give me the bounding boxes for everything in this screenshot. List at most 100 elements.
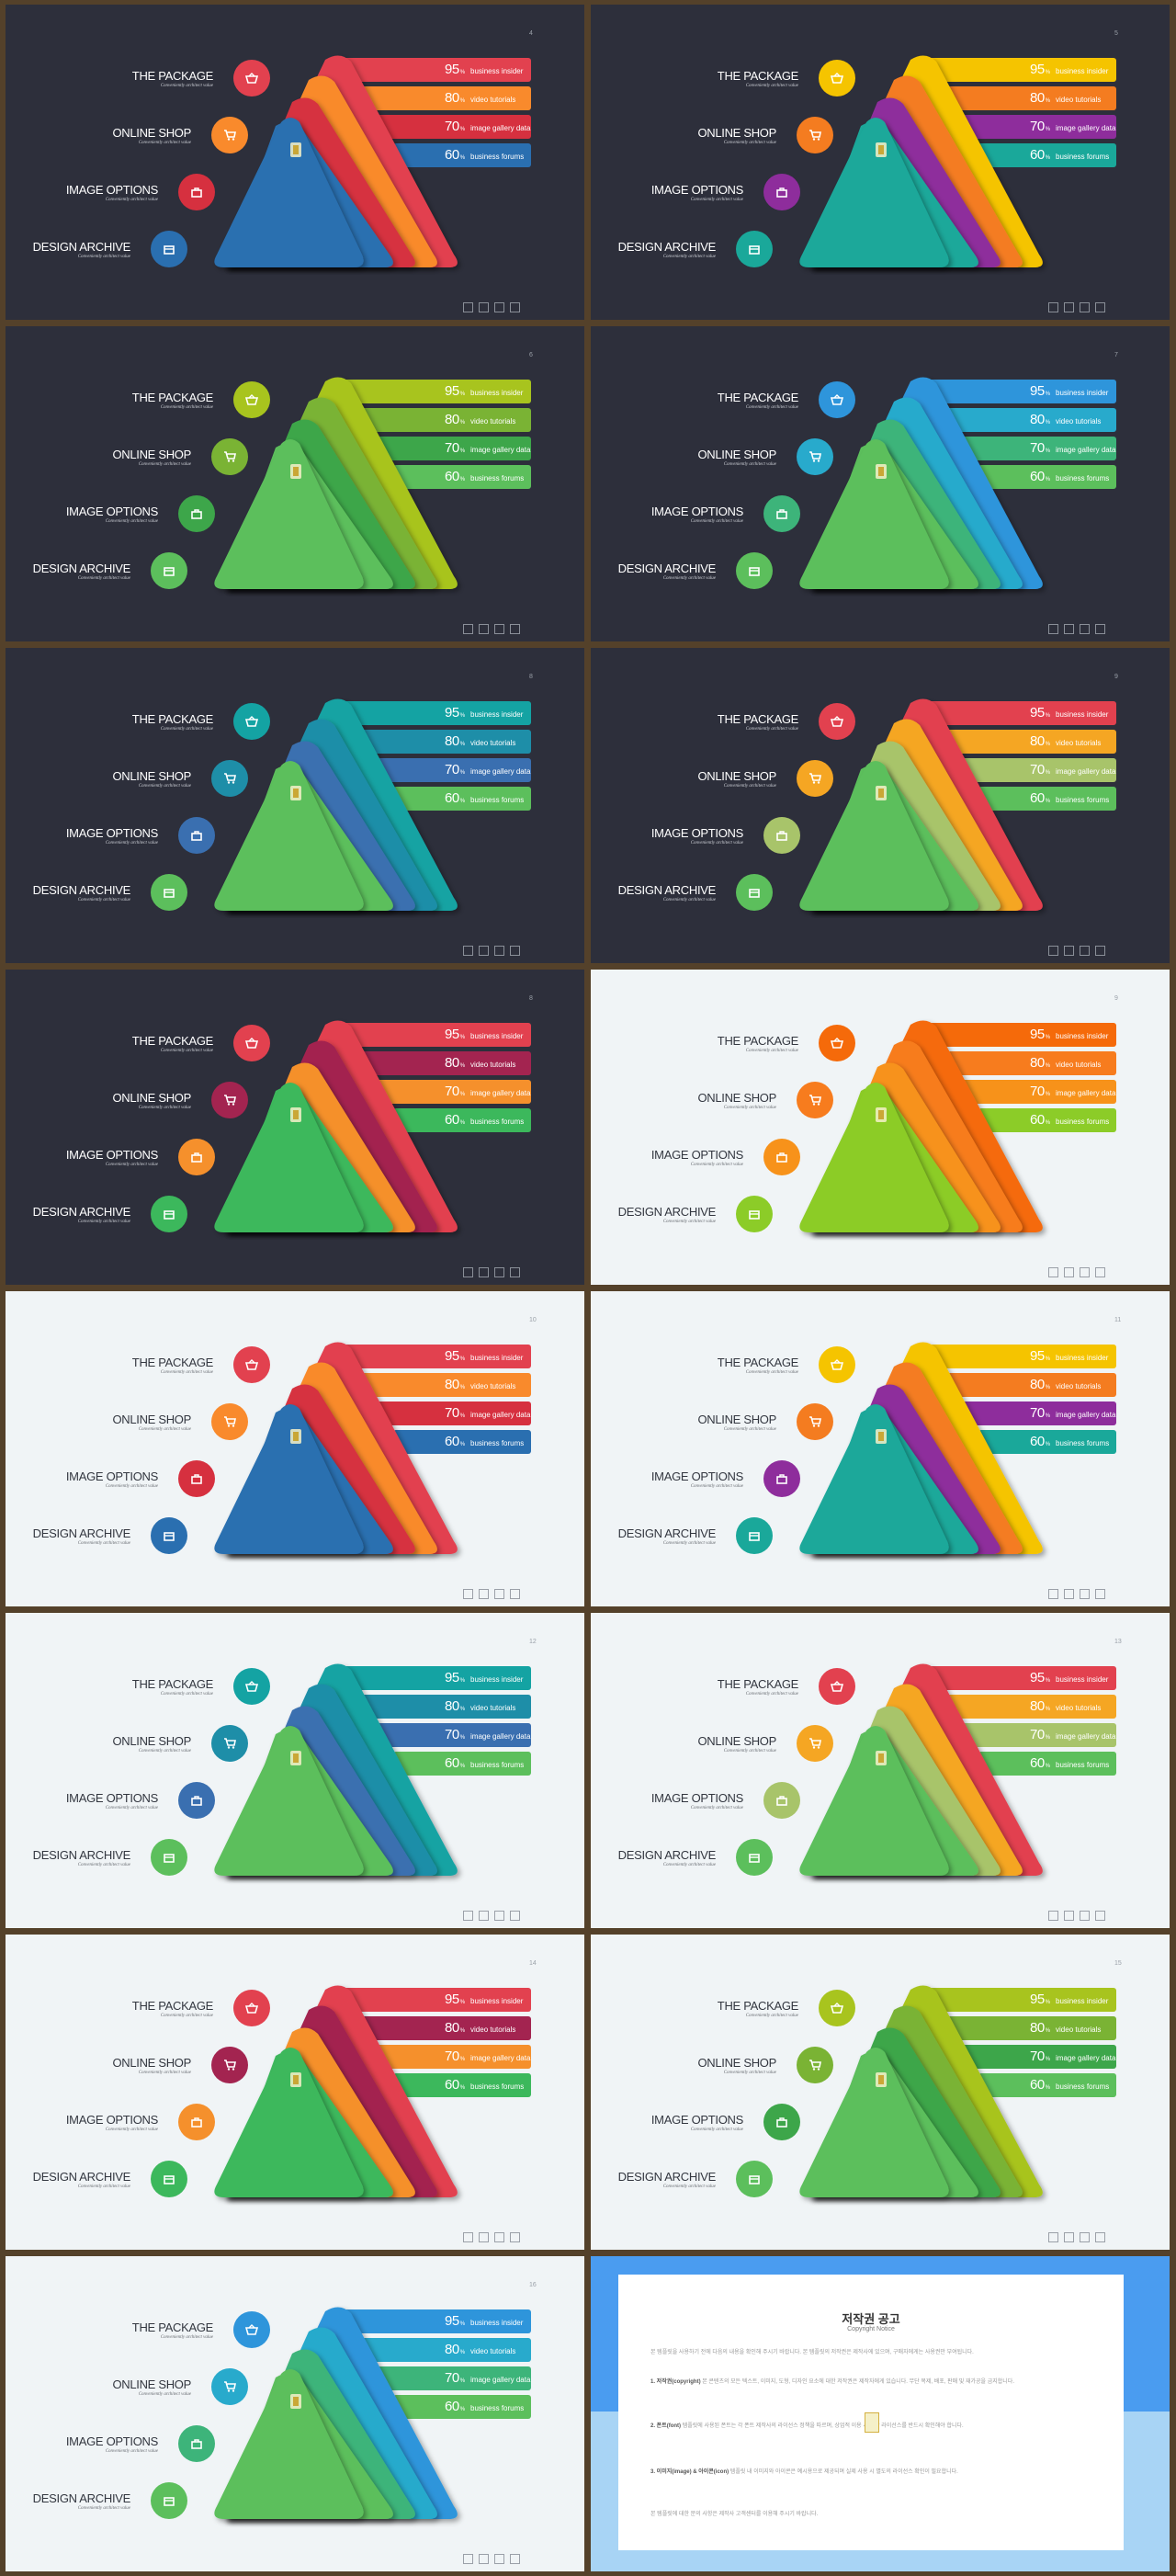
bar-3 bbox=[373, 115, 531, 139]
twitter-icon[interactable] bbox=[479, 1911, 489, 1921]
bar-unit: % bbox=[459, 2000, 466, 2005]
twitter-icon[interactable] bbox=[479, 2554, 489, 2564]
instagram-icon[interactable] bbox=[510, 946, 520, 956]
twitter-icon[interactable] bbox=[1064, 946, 1074, 956]
facebook-icon[interactable] bbox=[463, 2554, 473, 2564]
twitter-icon[interactable] bbox=[479, 1589, 489, 1599]
facebook-icon[interactable] bbox=[1048, 1267, 1058, 1277]
linkedin-icon[interactable] bbox=[494, 624, 504, 634]
label-title: ONLINE SHOP bbox=[112, 2377, 191, 2391]
twitter-icon[interactable] bbox=[479, 302, 489, 312]
instagram-icon[interactable] bbox=[1095, 946, 1105, 956]
bar-unit: % bbox=[1045, 2085, 1051, 2091]
facebook-icon[interactable] bbox=[1048, 1589, 1058, 1599]
linkedin-icon[interactable] bbox=[1080, 1911, 1090, 1921]
bar-text-2: 80% video tutorials bbox=[1030, 1055, 1101, 1072]
cart-icon bbox=[797, 2047, 833, 2083]
linkedin-icon[interactable] bbox=[494, 2232, 504, 2242]
facebook-icon[interactable] bbox=[1048, 2232, 1058, 2242]
instagram-icon[interactable] bbox=[510, 2554, 520, 2564]
facebook-icon[interactable] bbox=[463, 1267, 473, 1277]
social-links bbox=[1048, 946, 1105, 956]
instagram-icon[interactable] bbox=[510, 1589, 520, 1599]
instagram-icon[interactable] bbox=[1095, 1911, 1105, 1921]
twitter-icon[interactable] bbox=[1064, 1267, 1074, 1277]
social-links bbox=[1048, 2232, 1105, 2242]
facebook-icon[interactable] bbox=[1048, 1911, 1058, 1921]
facebook-icon[interactable] bbox=[463, 1589, 473, 1599]
linkedin-icon[interactable] bbox=[1080, 2232, 1090, 2242]
bar-percent: 60 bbox=[1030, 1755, 1045, 1771]
linkedin-icon[interactable] bbox=[494, 2554, 504, 2564]
instagram-icon[interactable] bbox=[510, 2232, 520, 2242]
bar-unit: % bbox=[1045, 799, 1051, 804]
instagram-icon[interactable] bbox=[1095, 302, 1105, 312]
label-title: DESIGN ARCHIVE bbox=[32, 1848, 131, 1862]
social-links bbox=[463, 946, 520, 956]
instagram-icon[interactable] bbox=[1095, 2232, 1105, 2242]
facebook-icon[interactable] bbox=[463, 946, 473, 956]
label-the-package: THE PACKAGE Conveniently architect value bbox=[11, 1356, 214, 1376]
bar-text-3: 70% image gallery data bbox=[1030, 1727, 1115, 1743]
slide-2: 5 THE PACKAGE Conveniently architect value… bbox=[591, 5, 1170, 320]
facebook-icon[interactable] bbox=[1048, 946, 1058, 956]
label-title: IMAGE OPTIONS bbox=[65, 1470, 158, 1483]
facebook-icon[interactable] bbox=[463, 302, 473, 312]
linkedin-icon[interactable] bbox=[1080, 1589, 1090, 1599]
basket-icon bbox=[819, 1025, 855, 1061]
label-subtitle: Conveniently architect value bbox=[745, 727, 798, 732]
bar-2 bbox=[940, 1051, 1116, 1075]
label-subtitle: Conveniently architect value bbox=[160, 405, 213, 410]
linkedin-icon[interactable] bbox=[1080, 302, 1090, 312]
twitter-icon[interactable] bbox=[1064, 2232, 1074, 2242]
instagram-icon[interactable] bbox=[1095, 1589, 1105, 1599]
linkedin-icon[interactable] bbox=[494, 1267, 504, 1277]
twitter-icon[interactable] bbox=[479, 624, 489, 634]
social-links bbox=[1048, 1267, 1105, 1277]
base-triangle bbox=[799, 1083, 949, 1232]
instagram-icon[interactable] bbox=[1095, 624, 1105, 634]
label-subtitle: Conveniently architect value bbox=[745, 1049, 798, 1053]
label-online-shop: ONLINE SHOP Conveniently architect value bbox=[6, 2378, 191, 2398]
facebook-icon[interactable] bbox=[463, 2232, 473, 2242]
facebook-icon[interactable] bbox=[1048, 624, 1058, 634]
bar-unit: % bbox=[1045, 1356, 1051, 1362]
twitter-icon[interactable] bbox=[479, 1267, 489, 1277]
bar-4 bbox=[978, 1430, 1116, 1454]
twitter-icon[interactable] bbox=[1064, 624, 1074, 634]
twitter-icon[interactable] bbox=[1064, 1911, 1074, 1921]
label-title: ONLINE SHOP bbox=[112, 1413, 191, 1426]
twitter-icon[interactable] bbox=[1064, 1589, 1074, 1599]
linkedin-icon[interactable] bbox=[494, 302, 504, 312]
facebook-icon[interactable] bbox=[463, 1911, 473, 1921]
facebook-icon[interactable] bbox=[463, 624, 473, 634]
bar-label: video tutorials bbox=[470, 2347, 516, 2355]
linkedin-icon[interactable] bbox=[1080, 1267, 1090, 1277]
bar-unit: % bbox=[459, 155, 466, 161]
twitter-icon[interactable] bbox=[479, 2232, 489, 2242]
instagram-icon[interactable] bbox=[510, 624, 520, 634]
label-image-options: IMAGE OPTIONS Conveniently architect valu… bbox=[6, 827, 158, 846]
instagram-icon[interactable] bbox=[510, 1911, 520, 1921]
bar-2 bbox=[940, 408, 1116, 432]
instagram-icon[interactable] bbox=[510, 302, 520, 312]
bar-text-2: 80% video tutorials bbox=[1030, 1698, 1101, 1715]
base-triangle bbox=[214, 1083, 364, 1232]
linkedin-icon[interactable] bbox=[1080, 624, 1090, 634]
bar-unit: % bbox=[1045, 2057, 1051, 2062]
twitter-icon[interactable] bbox=[479, 946, 489, 956]
bar-3 bbox=[958, 115, 1116, 139]
linkedin-icon[interactable] bbox=[494, 946, 504, 956]
linkedin-icon[interactable] bbox=[494, 1589, 504, 1599]
facebook-icon[interactable] bbox=[1048, 302, 1058, 312]
label-title: IMAGE OPTIONS bbox=[650, 1470, 743, 1483]
bar-4 bbox=[978, 143, 1116, 167]
label-title: ONLINE SHOP bbox=[112, 1734, 191, 1748]
twitter-icon[interactable] bbox=[1064, 302, 1074, 312]
linkedin-icon[interactable] bbox=[494, 1911, 504, 1921]
instagram-icon[interactable] bbox=[510, 1267, 520, 1277]
linkedin-icon[interactable] bbox=[1080, 946, 1090, 956]
instagram-icon[interactable] bbox=[1095, 1267, 1105, 1277]
label-title: ONLINE SHOP bbox=[697, 1734, 776, 1748]
label-title: IMAGE OPTIONS bbox=[65, 2113, 158, 2127]
